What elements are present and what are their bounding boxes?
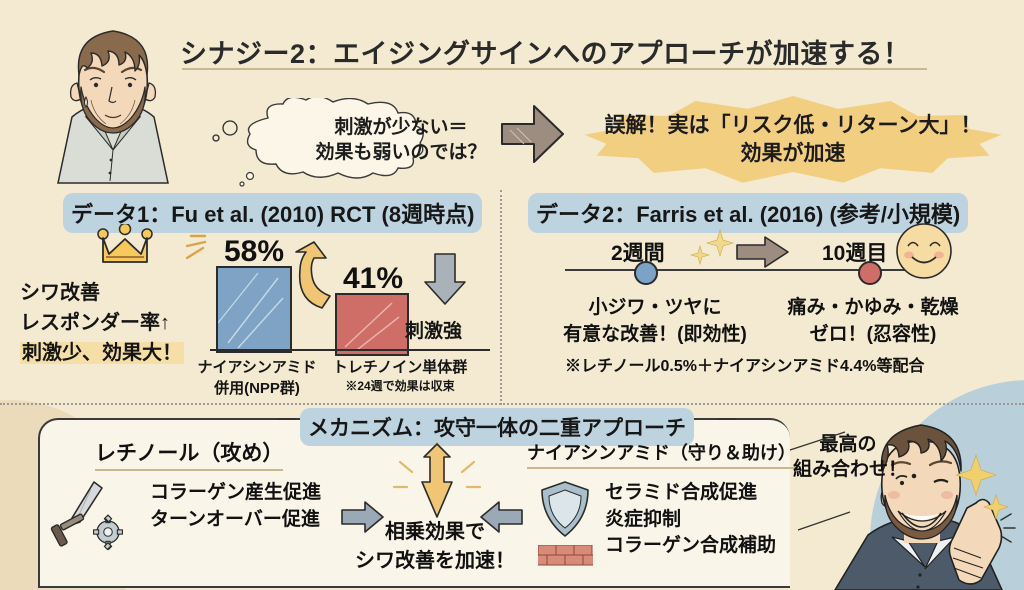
svg-text:2週間: 2週間 [611, 242, 665, 265]
svg-text:10週目: 10週目 [822, 242, 887, 265]
